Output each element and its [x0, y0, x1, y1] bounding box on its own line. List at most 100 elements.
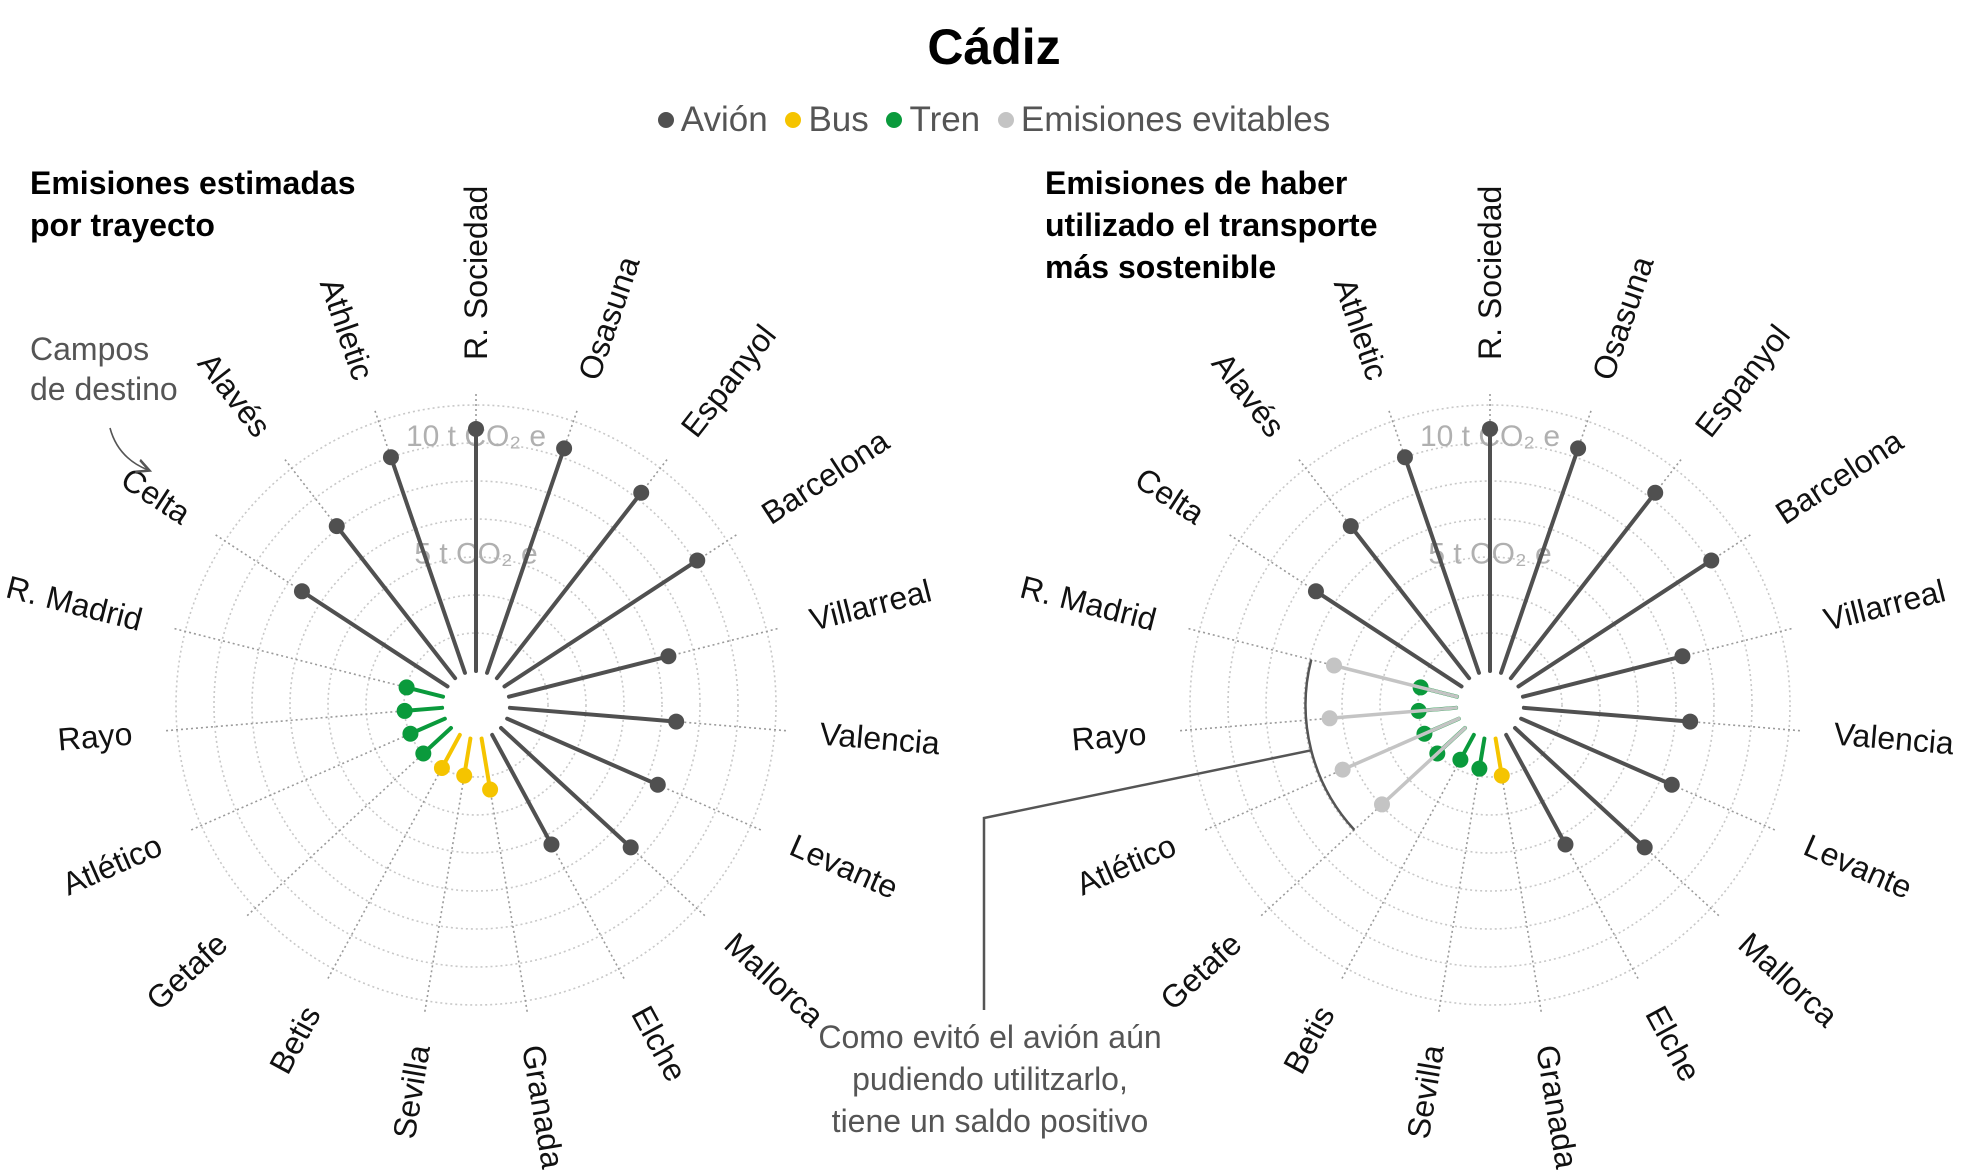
- point-avion-elche: [1557, 836, 1574, 853]
- point-avion-levante: [1663, 776, 1680, 793]
- team-label-levante: Levante: [1799, 827, 1918, 906]
- spoke-r-madrid: [173, 627, 444, 698]
- team-label-sevilla: Sevilla: [1400, 1042, 1451, 1141]
- stem-avion-valencia: [1521, 705, 1693, 724]
- legend-label-avion: Avión: [680, 100, 768, 139]
- team-label-alaves: Alavés: [191, 346, 278, 444]
- stem-avion-alaves: [334, 524, 458, 681]
- point-tren-getafe: [415, 745, 432, 762]
- point-emisiones-evitables-atletico: [1334, 761, 1351, 778]
- panel-title-left: Emisiones estimadas por trayecto: [30, 165, 356, 243]
- team-label-mallorca: Mallorca: [1732, 925, 1845, 1034]
- point-avion-mallorca: [1636, 839, 1653, 856]
- team-label-getafe: Getafe: [139, 925, 234, 1017]
- point-emisiones-evitables-rayo: [1321, 710, 1338, 727]
- team-label-villarreal: Villarreal: [1820, 572, 1949, 637]
- point-emisiones-evitables-getafe: [1373, 796, 1390, 813]
- series-bus: [1493, 736, 1510, 784]
- point-bus-sevilla: [456, 767, 473, 784]
- stem-avion-alaves: [1348, 524, 1472, 681]
- team-label-alaves: Alavés: [1205, 346, 1292, 444]
- team-label-r-sociedad: R. Sociedad: [458, 186, 494, 360]
- annotation-avoided-line: pudiendo utilitzarlo,: [852, 1061, 1128, 1097]
- annotations: Campos de destino Como evitó el avión aún p…: [30, 331, 1356, 1139]
- legend-label-tren: Tren: [909, 100, 981, 139]
- team-label-r-sociedad: R. Sociedad: [1472, 186, 1508, 360]
- point-avion-celta: [1307, 583, 1324, 600]
- team-label-barcelona: Barcelona: [755, 422, 895, 531]
- stem-avion-valencia: [507, 705, 679, 724]
- grid-ring: [213, 442, 739, 968]
- annotation-avoided-line: tiene un saldo positivo: [832, 1103, 1149, 1139]
- annotation-avoided-line: Como evitó el avión aún: [818, 1019, 1161, 1055]
- point-emisiones-evitables-r-madrid: [1326, 657, 1343, 674]
- legend-dot-avion: [657, 112, 674, 128]
- point-avion-levante: [649, 776, 666, 793]
- team-label-granada: Granada: [1529, 1042, 1585, 1171]
- point-avion-barcelona: [689, 552, 706, 569]
- team-label-levante: Levante: [785, 827, 904, 906]
- stem-emisiones-evitables-atletico: [1340, 716, 1461, 772]
- point-avion-valencia: [1682, 713, 1699, 730]
- stem-avion-villarreal: [506, 654, 671, 699]
- team-label-sevilla: Sevilla: [386, 1042, 437, 1141]
- stem-avion-espanyol: [494, 490, 644, 681]
- stem-avion-celta: [1313, 589, 1464, 689]
- team-label-r-madrid: R. Madrid: [1017, 569, 1160, 638]
- team-label-getafe: Getafe: [1153, 925, 1248, 1017]
- point-avion-espanyol: [633, 484, 650, 501]
- legend-dot-evitables: [997, 112, 1014, 128]
- team-label-granada: Granada: [515, 1042, 571, 1171]
- team-label-mallorca: Mallorca: [718, 925, 831, 1034]
- spoke-betis: [326, 734, 461, 980]
- spoke-sevilla: [1437, 738, 1486, 1013]
- point-avion-athletic: [382, 449, 399, 466]
- grid-ring: [1227, 442, 1753, 968]
- team-label-betis: Betis: [262, 1000, 328, 1080]
- point-avion-osasuna: [1570, 440, 1587, 457]
- point-tren-r-madrid: [398, 679, 415, 696]
- team-label-athletic: Athletic: [1327, 274, 1395, 385]
- annotation-leader: [982, 749, 1312, 1010]
- point-bus-betis: [433, 759, 450, 776]
- team-label-barcelona: Barcelona: [1769, 422, 1909, 531]
- legend-dot-bus: [785, 112, 802, 128]
- point-avion-villarreal: [660, 648, 677, 665]
- spoke-granada: [1494, 738, 1543, 1013]
- point-bus-granada: [482, 781, 499, 798]
- stem-avion-athletic: [1402, 455, 1481, 675]
- stem-avion-elche: [1504, 732, 1568, 847]
- team-label-valencia: Valencia: [1832, 716, 1955, 762]
- stem-avion-osasuna: [485, 446, 567, 675]
- stem-avion-mallorca: [499, 726, 633, 850]
- team-label-celta: Celta: [1129, 460, 1211, 531]
- team-label-elche: Elche: [1638, 1000, 1708, 1088]
- stem-avion-osasuna: [1499, 446, 1581, 675]
- team-label-athletic: Athletic: [313, 274, 381, 385]
- point-avion-r-sociedad: [1482, 420, 1498, 437]
- stem-emisiones-evitables-r-madrid: [1332, 663, 1459, 699]
- grid-ring: [1341, 556, 1639, 854]
- team-label-espanyol: Espanyol: [674, 318, 783, 444]
- legend-item-avion: Avión: [657, 100, 768, 140]
- annotation-destinations-line: de destino: [30, 371, 178, 407]
- legend-item-bus: Bus: [785, 100, 869, 140]
- team-label-osasuna: Osasuna: [1585, 252, 1661, 385]
- legend-label-evitables: Emisiones evitables: [1020, 100, 1331, 139]
- grid-ring: [1189, 404, 1791, 1006]
- point-tren-betis: [1452, 751, 1469, 768]
- stem-avion-barcelona: [1516, 558, 1714, 689]
- point-avion-r-sociedad: [468, 420, 484, 437]
- point-bus-granada: [1493, 767, 1510, 784]
- spoke-rayo: [164, 707, 443, 732]
- panel-title-right: Emisiones de haber utilizado el transpor…: [1045, 165, 1378, 285]
- point-avion-elche: [543, 836, 560, 853]
- team-label-betis: Betis: [1276, 1000, 1342, 1080]
- series-bus: [433, 732, 499, 798]
- grid-ring: [1379, 594, 1601, 816]
- point-tren-sevilla: [1471, 760, 1488, 777]
- point-avion-celta: [293, 583, 310, 600]
- stem-avion-mallorca: [1513, 726, 1647, 850]
- legend-item-tren: Tren: [886, 100, 980, 140]
- point-avion-barcelona: [1703, 552, 1720, 569]
